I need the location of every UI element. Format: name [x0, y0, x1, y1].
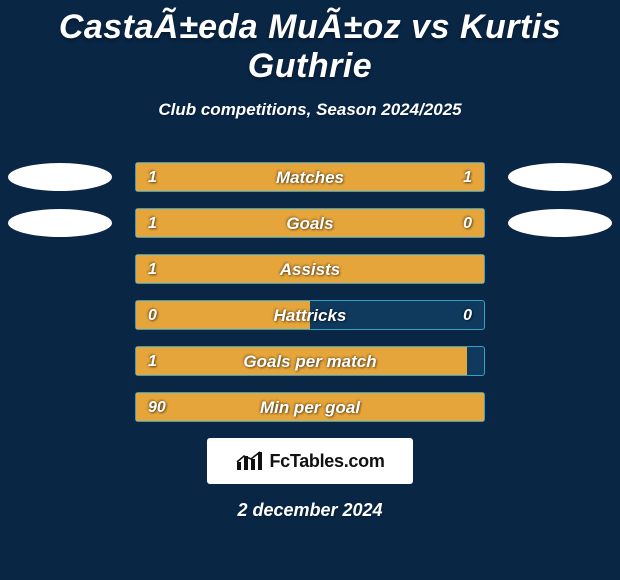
stat-fill-right [310, 163, 484, 191]
stat-value-right: 0 [463, 209, 472, 239]
stat-value-left: 1 [148, 255, 157, 285]
stat-track: 11Matches [135, 162, 485, 192]
player-left-oval [8, 163, 112, 191]
stat-value-left: 0 [148, 301, 157, 331]
stat-fill-left [136, 393, 484, 421]
stat-value-right: 0 [463, 301, 472, 331]
stat-row: 00Hattricks [0, 300, 620, 330]
player-right-oval [508, 163, 612, 191]
player-right-oval [508, 209, 612, 237]
stat-value-right: 1 [463, 163, 472, 193]
generated-date: 2 december 2024 [0, 500, 620, 521]
stat-track: 1Assists [135, 254, 485, 284]
comparison-subtitle: Club competitions, Season 2024/2025 [0, 100, 620, 120]
stat-value-left: 90 [148, 393, 166, 423]
stat-value-left: 1 [148, 347, 157, 377]
stat-fill-left [136, 255, 484, 283]
stat-fill-left [136, 347, 467, 375]
fctables-logo-text: FcTables.com [269, 451, 384, 472]
stat-value-left: 1 [148, 209, 157, 239]
stat-fill-left [136, 209, 397, 237]
player-left-oval [8, 209, 112, 237]
stat-track: 10Goals [135, 208, 485, 238]
stat-row: 1Goals per match [0, 346, 620, 376]
stat-row: 10Goals [0, 208, 620, 238]
stat-track: 1Goals per match [135, 346, 485, 376]
stat-row: 11Matches [0, 162, 620, 192]
stat-fill-left [136, 163, 310, 191]
stat-track: 90Min per goal [135, 392, 485, 422]
stat-track: 00Hattricks [135, 300, 485, 330]
stat-fill-left [136, 301, 310, 329]
stat-row: 1Assists [0, 254, 620, 284]
stat-row: 90Min per goal [0, 392, 620, 422]
fctables-chart-icon [235, 450, 263, 472]
stats-container: 11Matches10Goals1Assists00Hattricks1Goal… [0, 162, 620, 422]
fctables-logo: FcTables.com [207, 438, 413, 484]
stat-value-left: 1 [148, 163, 157, 193]
comparison-title: CastaÃ±eda MuÃ±oz vs Kurtis Guthrie [0, 0, 620, 86]
